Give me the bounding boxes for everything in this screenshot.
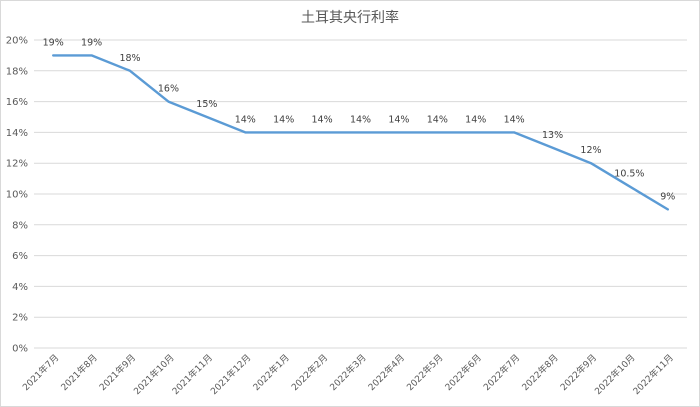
y-tick-label: 16% [6, 97, 28, 108]
gridlines [34, 39, 687, 349]
y-axis-ticks: 0% 2% 4% 6% 8% 10% 12% 14% 16% 18% 20% [6, 36, 28, 355]
y-tick-label: 6% [12, 251, 28, 262]
data-label: 14% [388, 114, 409, 125]
data-label: 12% [580, 145, 601, 156]
x-tick-label: 2021年9月 [97, 352, 138, 393]
y-tick-label: 20% [6, 36, 28, 47]
y-tick-label: 18% [6, 66, 28, 77]
x-tick-label: 2022年4月 [366, 352, 407, 393]
x-tick-label: 2022年6月 [442, 352, 483, 393]
y-tick-label: 2% [12, 313, 28, 324]
x-tick-label: 2021年8月 [58, 352, 99, 393]
x-tick-label: 2022年9月 [558, 352, 599, 393]
data-label: 15% [196, 99, 217, 110]
x-tick-label: 2022年7月 [481, 352, 522, 393]
data-label: 9% [660, 191, 675, 202]
x-tick-label: 2022年11月 [630, 352, 676, 398]
data-label: 14% [465, 114, 486, 125]
y-tick-label: 14% [6, 128, 28, 139]
x-tick-label: 2021年12月 [208, 352, 254, 398]
y-tick-label: 12% [6, 159, 28, 170]
x-tick-label: 2022年3月 [327, 352, 368, 393]
data-label: 18% [119, 53, 140, 64]
x-axis-ticks: 2021年7月2021年8月2021年9月2021年10月2021年11月202… [20, 352, 676, 398]
y-tick-label: 8% [12, 220, 28, 231]
x-tick-label: 2022年2月 [289, 352, 330, 393]
data-label: 14% [350, 114, 371, 125]
data-label: 14% [504, 114, 525, 125]
data-label: 10.5% [614, 168, 644, 179]
chart-title: 土耳其央行利率 [301, 9, 399, 26]
series-line [52, 54, 669, 211]
y-tick-label: 10% [6, 190, 28, 201]
y-tick-label: 4% [12, 282, 28, 293]
data-label: 13% [542, 130, 563, 141]
data-label: 16% [158, 84, 179, 95]
x-tick-label: 2022年1月 [250, 352, 291, 393]
y-tick-label: 0% [12, 344, 28, 355]
data-label: 14% [273, 114, 294, 125]
data-label: 19% [43, 37, 64, 48]
data-label: 14% [235, 114, 256, 125]
x-tick-label: 2022年5月 [404, 352, 445, 393]
x-tick-label: 2022年8月 [519, 352, 560, 393]
data-label: 14% [427, 114, 448, 125]
data-label: 19% [81, 37, 102, 48]
data-label: 14% [312, 114, 333, 125]
x-tick-label: 2021年7月 [20, 352, 61, 393]
data-labels: 19% 19% 18% 16% 15% 14% 14% 14% 14% 14% 14% 14% 14% 1… [43, 37, 676, 202]
